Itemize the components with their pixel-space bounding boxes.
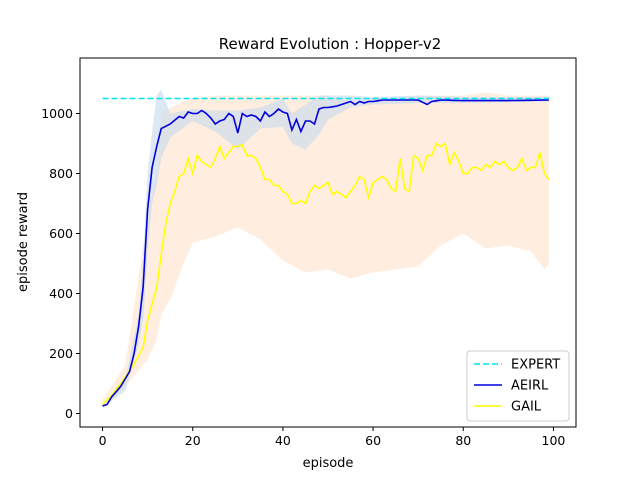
x-tick-label: 100 — [542, 433, 566, 448]
y-tick-label: 0 — [65, 406, 73, 421]
y-axis-ticks: 0 200 400 600 800 1000 — [41, 106, 80, 421]
y-axis-label: episode reward — [16, 192, 31, 292]
x-tick-label: 20 — [185, 433, 201, 448]
x-axis-ticks: 0 20 40 60 80 100 — [99, 427, 566, 448]
x-tick-label: 40 — [275, 433, 291, 448]
confidence-bands — [102, 89, 549, 408]
legend-entry-gail-label: GAIL — [511, 400, 542, 415]
y-tick-label: 1000 — [41, 106, 73, 121]
x-axis-label: episode — [303, 456, 354, 471]
legend-entry-aeirl-label: AEIRL — [511, 379, 549, 394]
gail-band — [102, 92, 549, 408]
legend-box — [466, 350, 570, 422]
aeirl-line — [102, 99, 549, 407]
x-tick-label: 0 — [99, 433, 107, 448]
series-lines — [101, 97, 550, 407]
legend-entry-expert-label: EXPERT — [511, 358, 560, 373]
x-tick-label: 60 — [365, 433, 381, 448]
y-tick-label: 200 — [49, 346, 73, 361]
y-tick-label: 600 — [49, 226, 73, 241]
legend: EXPERT AEIRL GAIL — [466, 350, 570, 422]
x-tick-label: 80 — [455, 433, 471, 448]
plot-frame — [79, 57, 577, 428]
y-tick-label: 800 — [49, 166, 73, 181]
y-tick-label: 400 — [49, 286, 73, 301]
chart-title: Reward Evolution : Hopper-v2 — [219, 35, 442, 53]
gail-line — [101, 142, 550, 406]
